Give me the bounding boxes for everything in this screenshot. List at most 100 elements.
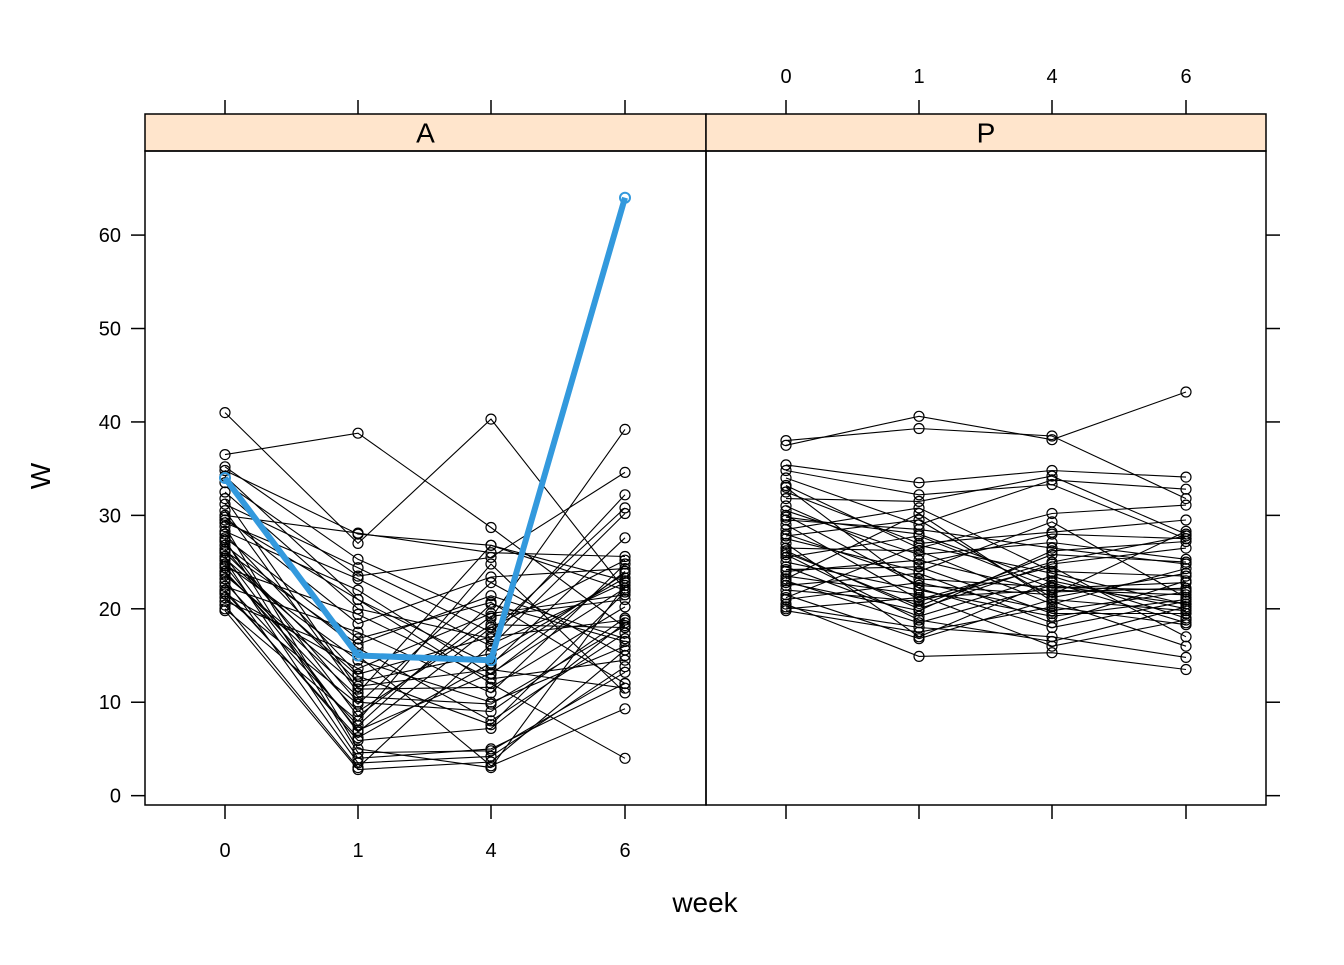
- data-point-p-41-3: [1046, 635, 1058, 648]
- data-point-a-38-2: [352, 690, 364, 703]
- y-tick-label-40: 40: [99, 412, 121, 434]
- series-line-p-16: [785, 521, 1187, 599]
- strip-label-p: P: [977, 118, 996, 149]
- data-point-a-10-3: [485, 547, 497, 559]
- data-point-a-44-3: [485, 667, 497, 679]
- data-point-a-41-1: [219, 511, 231, 523]
- series-line-a-36: [224, 610, 626, 771]
- series-line-p-24: [785, 575, 1187, 647]
- series-line-p-21: [785, 561, 1187, 617]
- data-point-a-38-4: [619, 619, 631, 632]
- data-point-p-36-1: [780, 563, 792, 576]
- data-point-p-8-2: [913, 495, 925, 507]
- data-point-p-37-4: [1180, 542, 1192, 554]
- data-point-a-37-2: [352, 732, 364, 744]
- data-point-a-43-1: [219, 545, 231, 557]
- data-point-p-34-1: [780, 591, 792, 604]
- data-point-a-30-4: [619, 617, 631, 629]
- data-point-p-27-3: [1046, 561, 1058, 573]
- data-point-p-33-3: [1046, 601, 1058, 613]
- data-point-a-6-2: [352, 570, 364, 582]
- data-point-p-7-4: [1180, 514, 1192, 526]
- data-point-a-8-4: [619, 502, 631, 514]
- data-point-a-4-1: [219, 464, 231, 477]
- data-point-p-10-2: [913, 548, 925, 561]
- series-line-p-5: [785, 477, 1187, 526]
- data-point-a-11-4: [619, 532, 631, 544]
- data-point-a-2-3: [485, 521, 497, 534]
- data-point-a-40-2: [352, 747, 364, 759]
- data-point-a-9-3: [485, 539, 497, 551]
- series-line-p-14: [785, 507, 1187, 577]
- data-point-p-39-2: [913, 528, 925, 540]
- data-point-a-6-4: [619, 466, 631, 478]
- data-point-a-17-3: [485, 610, 497, 622]
- series-line-a-39: [224, 557, 626, 726]
- data-point-p-24-2: [913, 589, 925, 601]
- data-point-p-37-3: [1046, 558, 1058, 570]
- data-point-a-2-2: [352, 427, 364, 439]
- data-point-a-12-4: [619, 507, 631, 520]
- y-tick-label-10: 10: [99, 692, 121, 714]
- series-line-p-6: [785, 485, 1187, 549]
- strip-label-a: A: [416, 118, 435, 149]
- data-point-p-7-1: [780, 486, 792, 498]
- data-point-p-35-3: [1046, 545, 1058, 557]
- data-point-a-43-3: [485, 590, 497, 602]
- data-point-p-8-3: [1046, 470, 1058, 482]
- data-point-p-10-3: [1046, 536, 1058, 549]
- y-tick-label-20: 20: [99, 599, 121, 621]
- data-point-p-8-1: [780, 493, 792, 505]
- x-tick-label-p-3: 6: [1180, 66, 1191, 88]
- data-point-p-36-2: [913, 561, 925, 573]
- data-point-p-41-4: [1180, 601, 1192, 613]
- series-line-a-34: [224, 582, 626, 769]
- series-line-p-39: [785, 516, 1187, 624]
- series-line-p-42: [785, 512, 1187, 647]
- data-point-p-22-2: [913, 610, 925, 622]
- series-line-p-7: [785, 491, 1187, 544]
- data-point-p-34-2: [913, 539, 925, 551]
- data-point-a-36-2: [352, 763, 364, 776]
- series-line-a-12: [224, 513, 626, 647]
- data-point-p-1-4: [1180, 493, 1192, 505]
- series-line-a-25: [224, 571, 626, 713]
- y-tick-label-50: 50: [99, 319, 121, 341]
- data-point-p-26-2: [913, 567, 925, 579]
- data-point-p-42-4: [1180, 640, 1192, 652]
- data-point-a-34-1: [219, 599, 231, 611]
- data-point-a-10-2: [352, 527, 364, 539]
- data-point-a-38-1: [219, 567, 231, 579]
- data-point-a-29-3: [485, 687, 497, 699]
- data-point-p-28-1: [780, 589, 792, 601]
- series-line-p-25: [785, 580, 1187, 624]
- data-point-p-30-1: [780, 598, 792, 610]
- data-point-a-10-4: [619, 550, 631, 563]
- series-line-a-23: [224, 563, 626, 703]
- data-point-p-35-1: [780, 576, 792, 589]
- data-point-p-40-4: [1180, 595, 1192, 607]
- data-point-p-42-3: [1046, 595, 1058, 607]
- data-point-a-42-2: [352, 683, 364, 695]
- data-point-p-38-1: [780, 530, 792, 542]
- data-point-p-32-3: [1046, 584, 1058, 596]
- data-point-p-18-2: [913, 545, 925, 557]
- series-line-p-23: [785, 559, 1187, 593]
- data-point-a-42-1: [219, 493, 231, 505]
- series-line-p-8: [785, 475, 1187, 535]
- series-line-p-18: [785, 547, 1187, 605]
- data-point-p-30-3: [1046, 647, 1058, 659]
- data-point-p-33-2: [913, 626, 925, 638]
- data-point-a-27-4: [619, 661, 631, 673]
- data-point-p-13-4: [1180, 530, 1192, 542]
- data-point-p-5-3: [1046, 474, 1058, 486]
- series-line-a-4: [224, 470, 626, 591]
- data-point-p-5-4: [1180, 483, 1192, 495]
- data-point-a-37-4: [619, 567, 631, 579]
- data-point-a-38-3: [485, 698, 497, 710]
- x-tick-label-p-2: 4: [1046, 66, 1057, 88]
- data-point-a-25-2: [352, 705, 364, 718]
- series-line-p-1: [785, 427, 1187, 500]
- y-tick-label-60: 60: [99, 225, 121, 247]
- data-point-a-14-2: [352, 584, 364, 596]
